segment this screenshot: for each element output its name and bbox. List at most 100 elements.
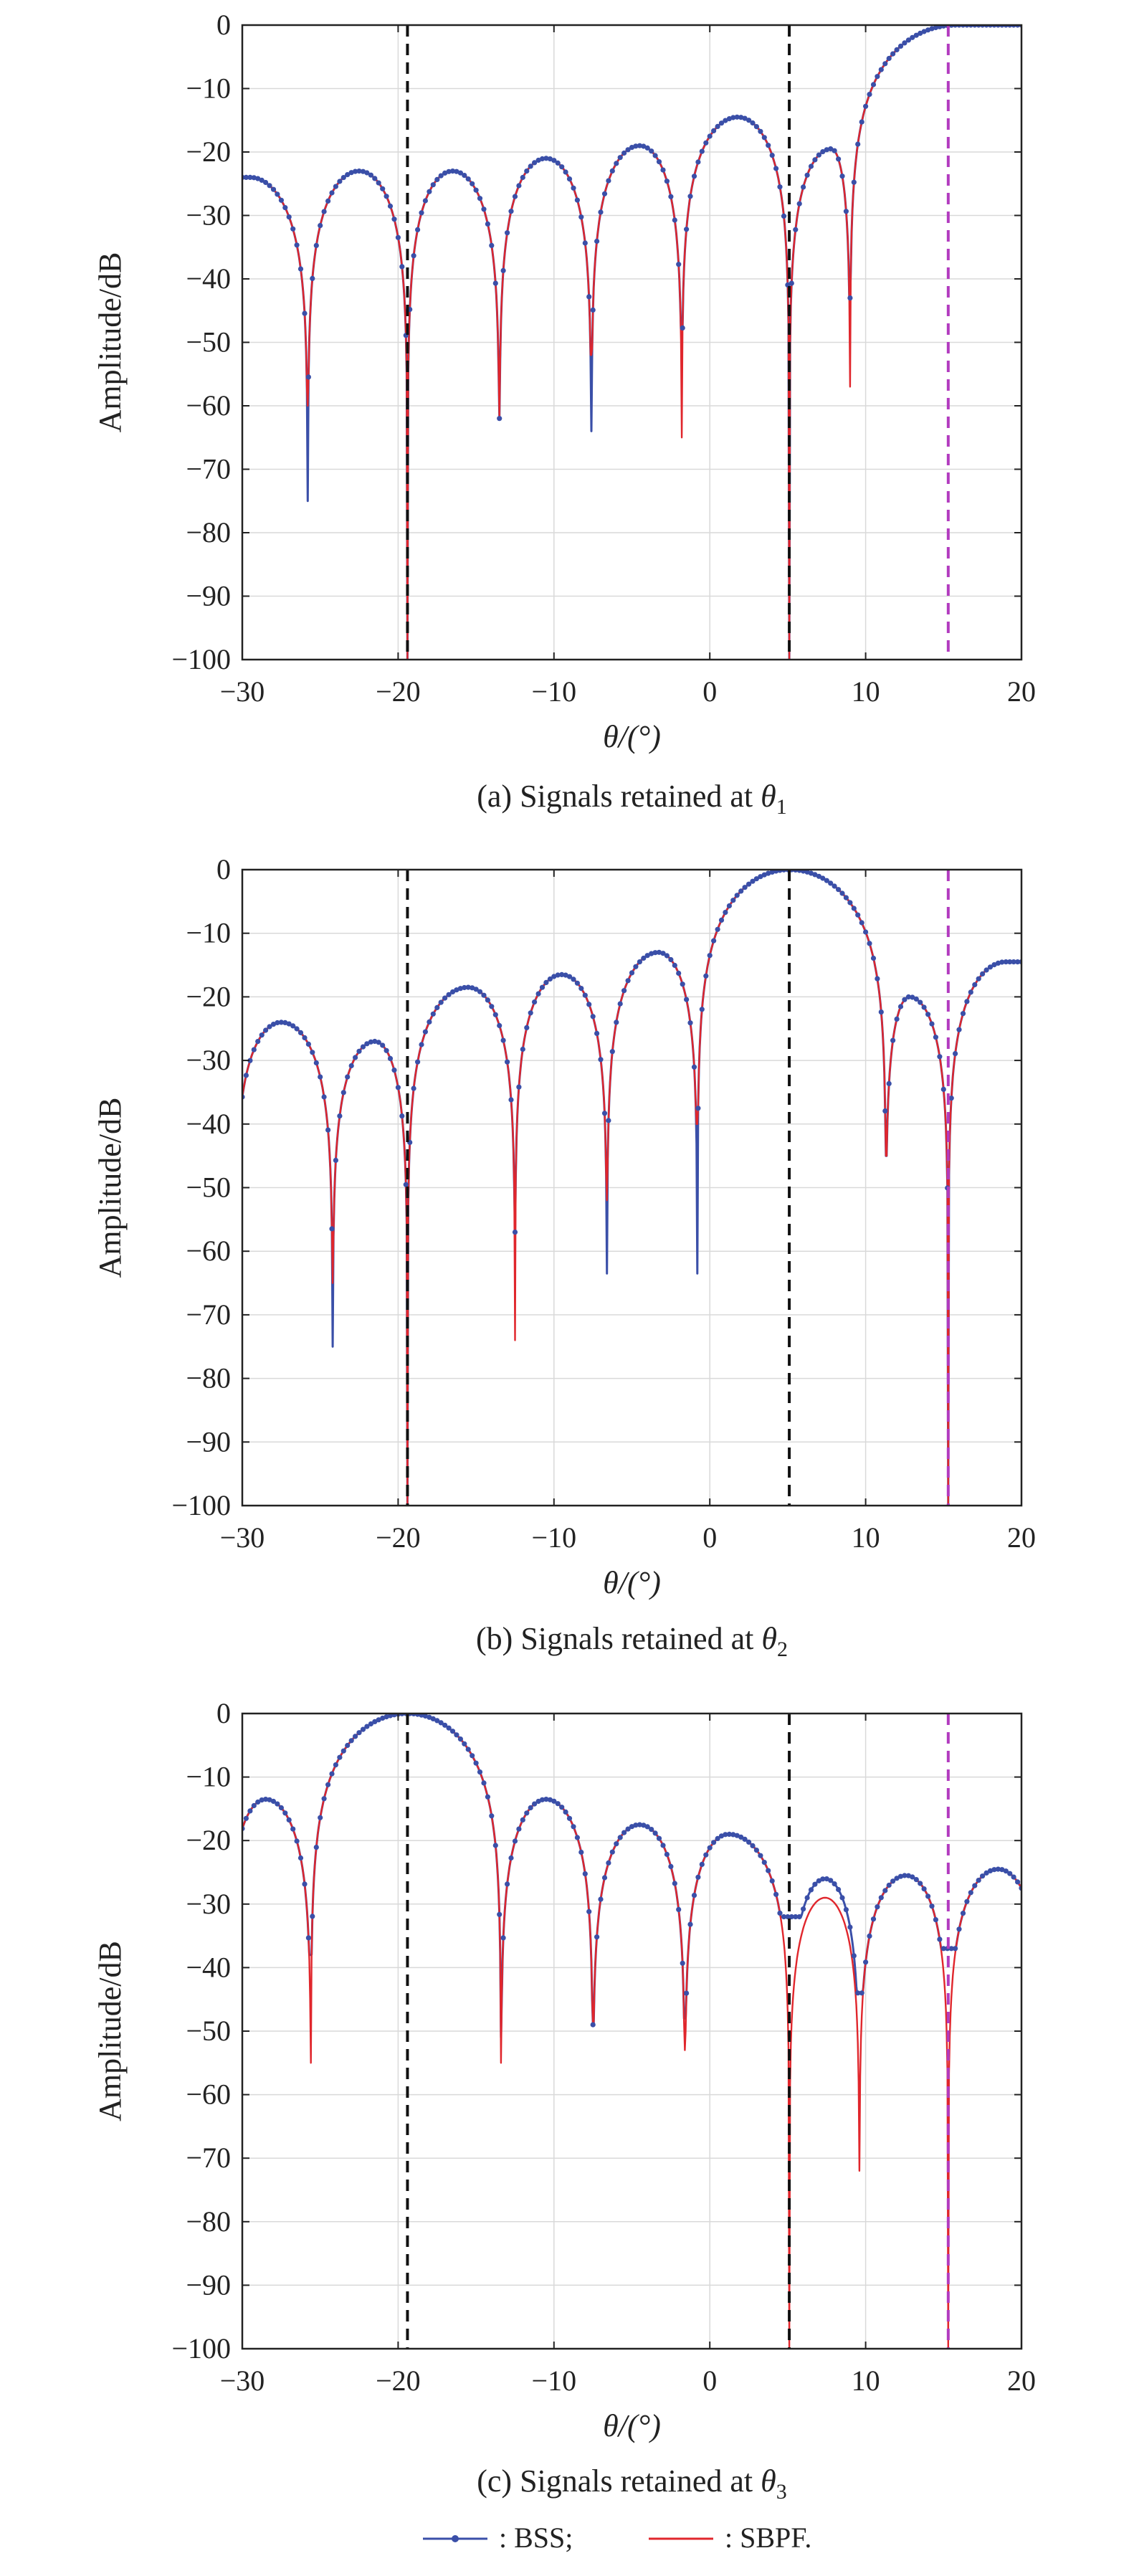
x-tick-label: 0 [702, 2364, 717, 2397]
bss-marker [738, 1834, 744, 1840]
bss-marker [734, 114, 740, 120]
bss-marker [617, 1835, 623, 1840]
bss-marker [672, 1881, 677, 1886]
bss-marker [411, 253, 416, 259]
bss-marker [960, 1911, 966, 1916]
bss-marker [875, 976, 880, 982]
bss-marker [886, 1080, 892, 1086]
bss-marker [512, 1230, 518, 1235]
x-tick-label: −30 [220, 675, 265, 708]
bss-marker [294, 1026, 300, 1032]
bss-marker [897, 43, 904, 49]
bss-marker [571, 1824, 576, 1830]
y-tick-label: −10 [186, 72, 231, 105]
bss-marker [571, 185, 576, 191]
bss-marker [535, 157, 541, 163]
bss-marker [481, 992, 487, 998]
bss-marker [380, 1715, 386, 1721]
bss-marker [255, 1799, 261, 1805]
bss-marker [601, 1111, 608, 1116]
y-tick-label: −40 [186, 1108, 231, 1140]
bss-marker [1015, 1879, 1021, 1885]
bss-marker [337, 1113, 343, 1119]
bss-marker [964, 1898, 970, 1904]
bss-marker [465, 176, 471, 182]
caption-subscript: 1 [776, 795, 787, 819]
y-tick-label: −60 [186, 2078, 231, 2111]
bss-marker [855, 1990, 861, 1996]
bss-marker [723, 1832, 728, 1838]
bss-marker [321, 209, 327, 214]
bss-marker [652, 1830, 658, 1836]
y-tick-label: −20 [186, 980, 231, 1012]
bss-marker [711, 128, 717, 133]
bss-marker [851, 179, 857, 185]
bss-marker [851, 906, 857, 911]
bss-marker [267, 1797, 272, 1802]
bss-marker [399, 264, 405, 270]
bss-marker [668, 1863, 674, 1869]
bss-marker [590, 307, 596, 313]
bss-marker [808, 870, 814, 876]
bss-marker [318, 1815, 323, 1820]
bss-marker [921, 1004, 927, 1010]
bss-marker [247, 1808, 253, 1814]
bss-marker [656, 159, 662, 165]
bss-marker [497, 416, 502, 422]
bss-marker [991, 962, 997, 968]
bss-marker [473, 987, 479, 992]
bss-marker [434, 1718, 440, 1724]
bss-marker [878, 1009, 884, 1015]
bss-marker [345, 172, 351, 178]
bss-marker [933, 25, 938, 31]
bss-marker [699, 1861, 705, 1867]
bss-marker [477, 196, 483, 201]
bss-marker [633, 143, 639, 149]
bss-marker [668, 194, 674, 199]
bss-marker [1003, 959, 1009, 965]
bss-marker [742, 1836, 748, 1842]
bss-marker [789, 1914, 794, 1920]
bss-marker [247, 1058, 253, 1063]
bss-marker [348, 170, 354, 176]
bss-marker [387, 1055, 394, 1061]
bss-marker [372, 1719, 378, 1724]
bss-marker [769, 153, 775, 158]
bss-marker [953, 1051, 958, 1057]
bss-marker [851, 1953, 857, 1959]
bss-marker [867, 1933, 872, 1939]
bss-marker [391, 1068, 397, 1073]
bss-marker [282, 205, 288, 211]
bss-marker [738, 888, 744, 894]
bss-marker [582, 1871, 588, 1877]
bss-marker [894, 1016, 900, 1022]
bss-marker [601, 1875, 608, 1881]
bss-marker [918, 999, 923, 1005]
bss-marker [773, 870, 779, 874]
bss-marker [403, 1182, 409, 1187]
bss-marker [905, 37, 911, 43]
bss-marker [340, 1748, 346, 1754]
bss-marker [500, 1935, 506, 1941]
bss-marker [528, 1010, 533, 1016]
bss-marker [247, 174, 253, 180]
bss-marker [804, 1895, 810, 1901]
bss-marker [251, 1802, 257, 1809]
bss-marker [629, 1824, 635, 1830]
bss-marker [442, 170, 448, 176]
x-axis-label: θ/(°) [603, 2408, 661, 2443]
bss-marker [804, 870, 810, 875]
caption-variable: θ [761, 2463, 776, 2499]
x-tick-label: 10 [852, 1521, 880, 1554]
bss-marker [297, 1030, 304, 1035]
bss-marker [384, 194, 389, 199]
bss-marker [473, 1760, 479, 1766]
bss-marker [699, 148, 705, 154]
y-tick-label: −100 [171, 643, 231, 675]
bss-marker [637, 143, 643, 148]
bss-marker [882, 1108, 888, 1114]
x-tick-label: −10 [532, 2364, 577, 2397]
chart-caption: (b) Signals retained at θ2 [476, 1621, 788, 1661]
bss-marker [789, 280, 794, 286]
bss-marker [609, 1849, 615, 1855]
